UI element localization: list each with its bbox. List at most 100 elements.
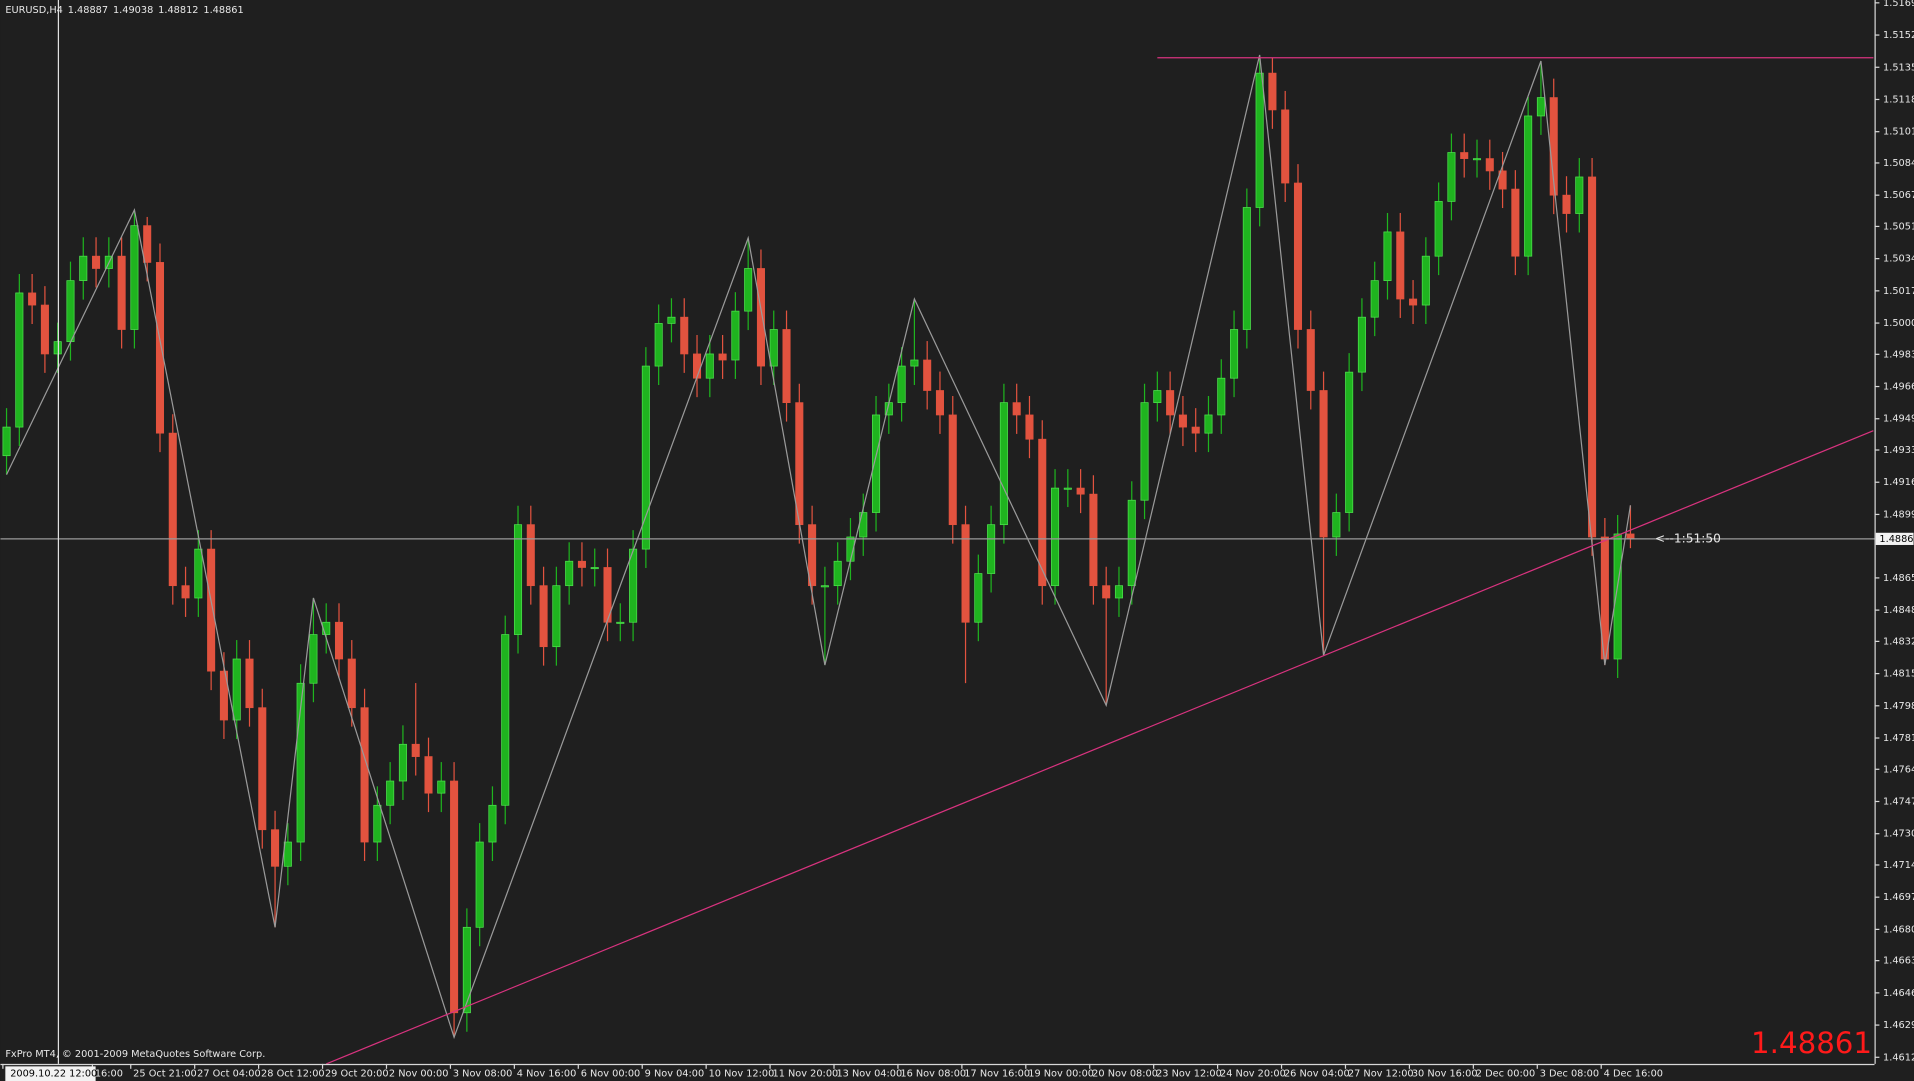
candle-body: [1255, 72, 1264, 208]
candle-body: [782, 329, 791, 404]
x-tick-label: 29 Oct 20:00: [325, 1069, 389, 1080]
candle-body: [654, 323, 663, 367]
y-tick-label: 1.46295: [1883, 1020, 1914, 1031]
candle-body: [1562, 194, 1571, 214]
timer: <--1:51:50: [1655, 531, 1721, 545]
y-tick-label: 1.49835: [1883, 349, 1914, 360]
candle-body: [1434, 201, 1443, 257]
candle-body: [590, 567, 599, 570]
candle-body: [1178, 414, 1187, 428]
y-tick-label: 1.51520: [1883, 30, 1914, 41]
y-tick-label: 1.46635: [1883, 956, 1914, 967]
candle-body: [1472, 158, 1482, 161]
candle-body: [258, 707, 267, 831]
candle-body: [501, 634, 510, 806]
x-tick-label: 9 Nov 04:00: [645, 1069, 705, 1080]
y-tick-label: 1.51690: [1883, 0, 1914, 9]
x-tick-label: 4 Nov 16:00: [517, 1069, 577, 1080]
candle-body: [897, 365, 906, 404]
symbol: EURUSD,H4: [5, 5, 63, 16]
x-tick-label: 19 Nov 00:00: [1028, 1069, 1094, 1080]
candle-body: [744, 268, 753, 312]
y-tick-label: 1.49495: [1883, 414, 1914, 425]
y-tick-label: 1.49330: [1883, 445, 1914, 456]
y-tick-label: 1.51010: [1883, 127, 1914, 138]
candle-body: [450, 780, 459, 1014]
candle-body: [28, 292, 37, 306]
candle-body: [910, 359, 919, 367]
y-tick-label: 1.47645: [1883, 764, 1914, 775]
candle-body: [1626, 533, 1635, 540]
candle-body: [360, 707, 369, 843]
candle-body: [1268, 72, 1277, 111]
candle-body: [1600, 536, 1609, 660]
candle-body: [987, 524, 996, 574]
candle-body: [692, 353, 702, 379]
last-open: 1.48887: [68, 5, 108, 16]
x-tick-label: 6 Nov 00:00: [581, 1069, 641, 1080]
candle-body: [680, 316, 689, 355]
candle-body: [935, 390, 944, 416]
candle-body: [1025, 414, 1034, 440]
candle-body: [117, 255, 126, 330]
candle-body: [603, 567, 612, 623]
candle-body: [488, 804, 497, 843]
candle-body: [155, 262, 165, 434]
candle-body: [820, 585, 829, 588]
x-tick-label: 20 Nov 08:00: [1092, 1069, 1158, 1080]
candle-body: [1166, 390, 1175, 416]
crosshair-time: 2009.10.22 12:00: [10, 1069, 97, 1080]
candle-body: [207, 548, 216, 672]
candle-body: [641, 365, 650, 550]
candle-body: [194, 548, 203, 599]
x-tick-label: 3 Dec 08:00: [1540, 1069, 1599, 1080]
x-tick-label: 2 Dec 00:00: [1476, 1069, 1535, 1080]
x-tick-label: 25 Oct 21:00: [133, 1069, 197, 1080]
candle-body: [386, 780, 395, 806]
candle-body: [1051, 487, 1060, 587]
copyright: FxPro MT4, © 2001-2009 MetaQuotes Softwa…: [5, 1049, 265, 1060]
last-low: 1.48812: [158, 5, 198, 16]
candle-body: [872, 414, 881, 513]
candle-body: [181, 585, 190, 599]
candle-body: [168, 432, 177, 587]
candle-body: [1242, 207, 1251, 330]
candle-body: [66, 280, 75, 342]
candle-body: [40, 304, 49, 355]
candle-body: [1498, 170, 1507, 190]
y-tick-label: 1.48655: [1883, 573, 1914, 584]
candle-body: [424, 756, 433, 794]
candle-body: [1204, 414, 1213, 434]
candle-body: [756, 268, 765, 367]
y-tick-label: 1.46970: [1883, 892, 1914, 903]
candle-body: [1345, 371, 1354, 513]
y-tick-label: 1.50000: [1883, 318, 1914, 329]
candle-body: [232, 658, 241, 721]
candle-body: [731, 310, 740, 361]
y-tick-label: 1.48320: [1883, 636, 1914, 647]
candle-body: [1383, 231, 1392, 281]
candle-body: [1153, 390, 1162, 404]
candle-body: [1575, 176, 1584, 214]
candle-body: [808, 524, 817, 587]
candle-body: [462, 926, 471, 1014]
y-tick-label: 1.46465: [1883, 988, 1914, 999]
candle-body: [1293, 182, 1303, 330]
x-tick-label: 10 Nov 12:00: [709, 1069, 775, 1080]
y-tick-label: 1.51180: [1883, 94, 1914, 105]
y-tick-label: 1.49160: [1883, 477, 1914, 488]
candle-body: [616, 621, 625, 624]
x-tick-label: 26 Nov 04:00: [1284, 1069, 1350, 1080]
x-tick-label: 3 Nov 08:00: [453, 1069, 513, 1080]
y-tick-label: 1.50170: [1883, 286, 1914, 297]
y-tick-label: 1.46800: [1883, 924, 1914, 935]
candle-body: [1089, 493, 1098, 587]
candle-body: [475, 841, 484, 928]
candle-body: [577, 560, 586, 568]
last-high: 1.49038: [113, 5, 153, 16]
y-tick-label: 1.48150: [1883, 669, 1914, 680]
x-tick-label: 4 Dec 16:00: [1604, 1069, 1663, 1080]
y-tick-label: 1.50675: [1883, 190, 1914, 201]
